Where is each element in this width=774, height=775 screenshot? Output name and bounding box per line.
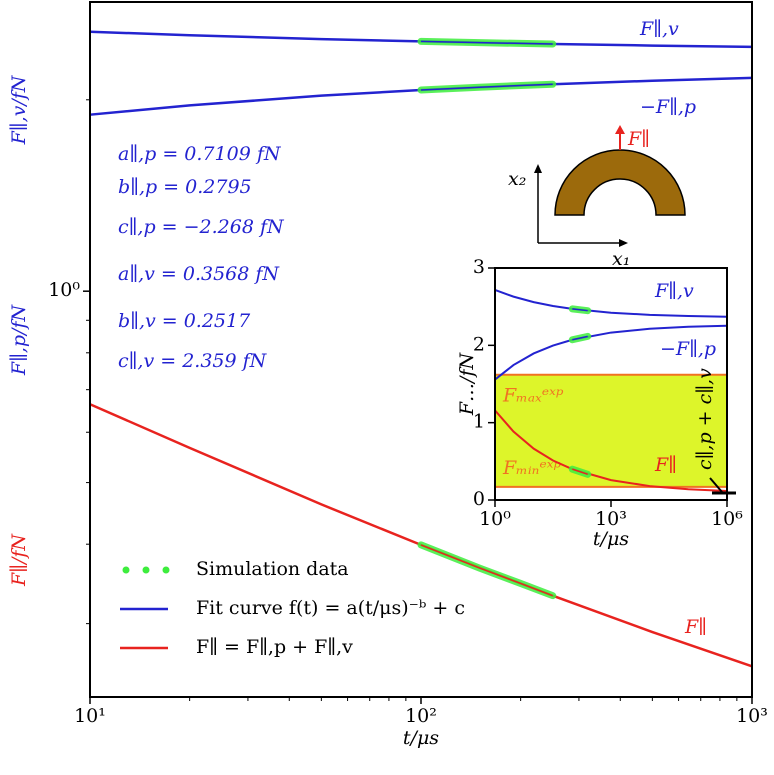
- y-tick-label: 1: [473, 411, 485, 433]
- y-tick-label: 0: [473, 488, 485, 510]
- legend-label: Simulation data: [196, 558, 349, 580]
- arrow-head: [615, 125, 625, 134]
- force-label: F∥: [627, 128, 650, 150]
- parameter: a∥,p = 0.7109 fN: [118, 143, 282, 165]
- band-label: Fₘₐₓᵉˣᵖ: [502, 385, 564, 407]
- curve-label: −F∥,p: [640, 96, 696, 118]
- parameter: c∥,p = −2.268 fN: [118, 216, 285, 238]
- x-tick-label: 10³: [595, 508, 627, 530]
- parameter: a∥,v = 0.3568 fN: [118, 263, 280, 285]
- x-axis-label: t/μs: [593, 528, 629, 550]
- y-axis-label: F∥,p/fN: [8, 304, 30, 377]
- x-axis-label: t/μs: [403, 727, 439, 749]
- curve-label: F∥: [684, 616, 707, 638]
- x-tick-label: 10⁶: [711, 508, 743, 530]
- fit-curve-overlay: [420, 40, 553, 45]
- diagram: x₁ x₂ F∥: [508, 125, 686, 270]
- axis-label: x₂: [508, 168, 526, 190]
- half-annulus: [554, 149, 686, 216]
- fit-curve-overlay: [420, 544, 553, 597]
- fit-curve-overlay: [572, 468, 588, 476]
- band-label: Fₘᵢₙᵉˣᵖ: [502, 457, 561, 479]
- arrow-head: [619, 239, 628, 247]
- y-axis-label: F∥/fN: [8, 533, 30, 587]
- curve-label: F∥,v: [639, 18, 679, 40]
- legend-label: Fit curve f(t) = a(t/μs)⁻ᵇ + c: [196, 597, 465, 619]
- x-tick-label: 10³: [736, 705, 768, 727]
- y-axis-label: F…/fN: [456, 352, 478, 417]
- curve-label: F∥: [654, 454, 677, 476]
- x-tick-label: 10¹: [74, 705, 106, 727]
- asymptote-arrow: [709, 477, 723, 493]
- y-tick-label: 2: [473, 333, 485, 355]
- y-tick-label: 10⁰: [48, 279, 80, 301]
- legend-marker: [142, 566, 150, 574]
- parameter: b∥,p = 0.2795: [118, 176, 252, 198]
- x-tick-label: 10⁰: [479, 508, 511, 530]
- plot: Fₘₐₓᵉˣᵖ Fₘᵢₙᵉˣᵖ 10⁰ 10³ 10⁶ 0 1 2 3 t/μs F∥,v −F∥,p…: [456, 256, 743, 550]
- arrow-head: [534, 164, 542, 173]
- legend-marker: [162, 566, 170, 574]
- x-tick-label: 10²: [405, 705, 437, 727]
- parameter: b∥,v = 0.2517: [118, 310, 251, 332]
- plot: 10¹ 10² 10³ 10⁰ t/μs F∥,v −F∥,p F∥ F∥,v/fN F∥,p/f…: [8, 1, 768, 749]
- axis-label: x₁: [612, 248, 630, 270]
- curve-label: −F∥,p: [660, 338, 716, 360]
- legend-label: F∥ = F∥,p + F∥,v: [196, 636, 353, 658]
- band: [495, 374, 727, 487]
- fit-curve-overlay: [420, 83, 553, 91]
- curve-label: F∥,v: [654, 280, 694, 302]
- y-axis-label: F∥,v/fN: [8, 74, 30, 145]
- asymptote-label: c∥,p + c∥,v: [694, 368, 716, 470]
- fit-curve-overlay: [572, 308, 588, 312]
- legend-marker: [122, 566, 130, 574]
- parameter: c∥,v = 2.359 fN: [118, 350, 268, 372]
- y-tick-label: 3: [473, 256, 485, 278]
- fit-curve-overlay: [572, 335, 588, 341]
